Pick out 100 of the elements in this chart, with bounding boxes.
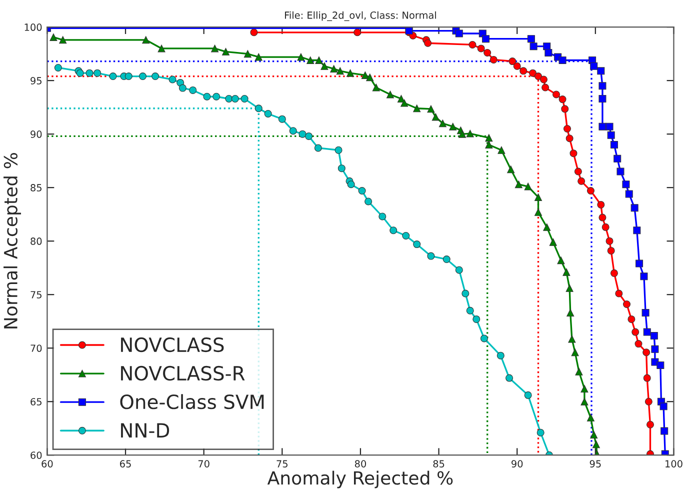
point [614, 154, 622, 162]
point [592, 440, 600, 448]
point [152, 72, 160, 80]
point [513, 62, 521, 70]
x-tick-label: 85 [433, 460, 444, 468]
point [607, 131, 615, 139]
point [630, 204, 638, 212]
point [466, 130, 474, 138]
point [138, 72, 146, 80]
point [347, 180, 355, 188]
point [580, 398, 588, 406]
point [178, 84, 186, 92]
point [642, 309, 650, 317]
legend-label: NOVCLASS-R [121, 366, 245, 381]
point [402, 232, 410, 240]
point [606, 122, 614, 130]
y-tick-label: 80 [30, 238, 42, 245]
point [338, 164, 346, 172]
point [534, 193, 542, 201]
point [625, 190, 633, 198]
x-tick-label: 60 [42, 460, 53, 468]
point [480, 334, 488, 342]
point [524, 182, 532, 190]
point [580, 385, 588, 393]
point [514, 180, 522, 188]
point [449, 122, 457, 130]
point [94, 69, 102, 77]
point [124, 72, 132, 80]
point [346, 69, 354, 77]
point [656, 361, 664, 369]
point [570, 150, 578, 158]
point [651, 345, 659, 353]
point [660, 402, 668, 410]
point [646, 420, 654, 428]
point [458, 130, 466, 138]
point [212, 92, 220, 100]
point [540, 76, 548, 84]
x-axis-title: Anomaly Rejected % [267, 470, 453, 488]
point [571, 348, 579, 356]
x-tick-label: 70 [198, 460, 210, 468]
point [466, 306, 474, 314]
point [315, 56, 323, 64]
point [484, 48, 492, 56]
point [189, 86, 197, 94]
point [610, 141, 618, 149]
point [109, 72, 117, 80]
point [615, 290, 623, 298]
point [225, 95, 233, 103]
point [566, 284, 574, 292]
y-tick-label: 70 [30, 344, 42, 352]
point [660, 427, 668, 435]
point [552, 90, 560, 98]
point [598, 122, 606, 130]
point [59, 36, 67, 44]
point [644, 398, 652, 406]
point [482, 35, 490, 43]
point [563, 124, 571, 132]
point [640, 272, 648, 280]
point [330, 65, 338, 73]
point [633, 226, 641, 234]
point [549, 238, 557, 246]
point [606, 237, 614, 245]
point [534, 72, 542, 80]
y-tick-label: 75 [30, 291, 42, 298]
y-tick-label: 95 [30, 77, 42, 84]
point [543, 223, 551, 231]
point [586, 187, 594, 195]
point [643, 374, 651, 382]
point [622, 180, 630, 188]
point [650, 332, 658, 340]
point [507, 166, 515, 174]
point [574, 168, 582, 176]
point [610, 269, 618, 277]
point [636, 260, 644, 268]
point [400, 99, 408, 107]
x-tick-label: 95 [590, 460, 601, 468]
legend-label: NN-D [121, 423, 170, 438]
point [598, 95, 606, 103]
point [558, 96, 566, 104]
point [86, 69, 94, 77]
point [544, 48, 552, 56]
point [336, 67, 344, 75]
point [334, 146, 342, 154]
point [314, 144, 322, 152]
legend-label: One-Class SVM [120, 394, 264, 410]
point [254, 104, 262, 112]
point [607, 246, 615, 254]
point [158, 44, 166, 52]
chart-title: File: Ellip_2d_ovl, Class: Normal [285, 11, 436, 22]
point [366, 74, 374, 82]
point [597, 200, 605, 208]
x-tick-label: 100 [666, 460, 682, 468]
point [438, 120, 446, 128]
point [598, 214, 606, 222]
point [602, 223, 610, 231]
point [566, 309, 574, 317]
point [211, 44, 219, 52]
y-tick-label: 100 [24, 24, 42, 31]
point [508, 58, 516, 66]
point [524, 391, 532, 399]
